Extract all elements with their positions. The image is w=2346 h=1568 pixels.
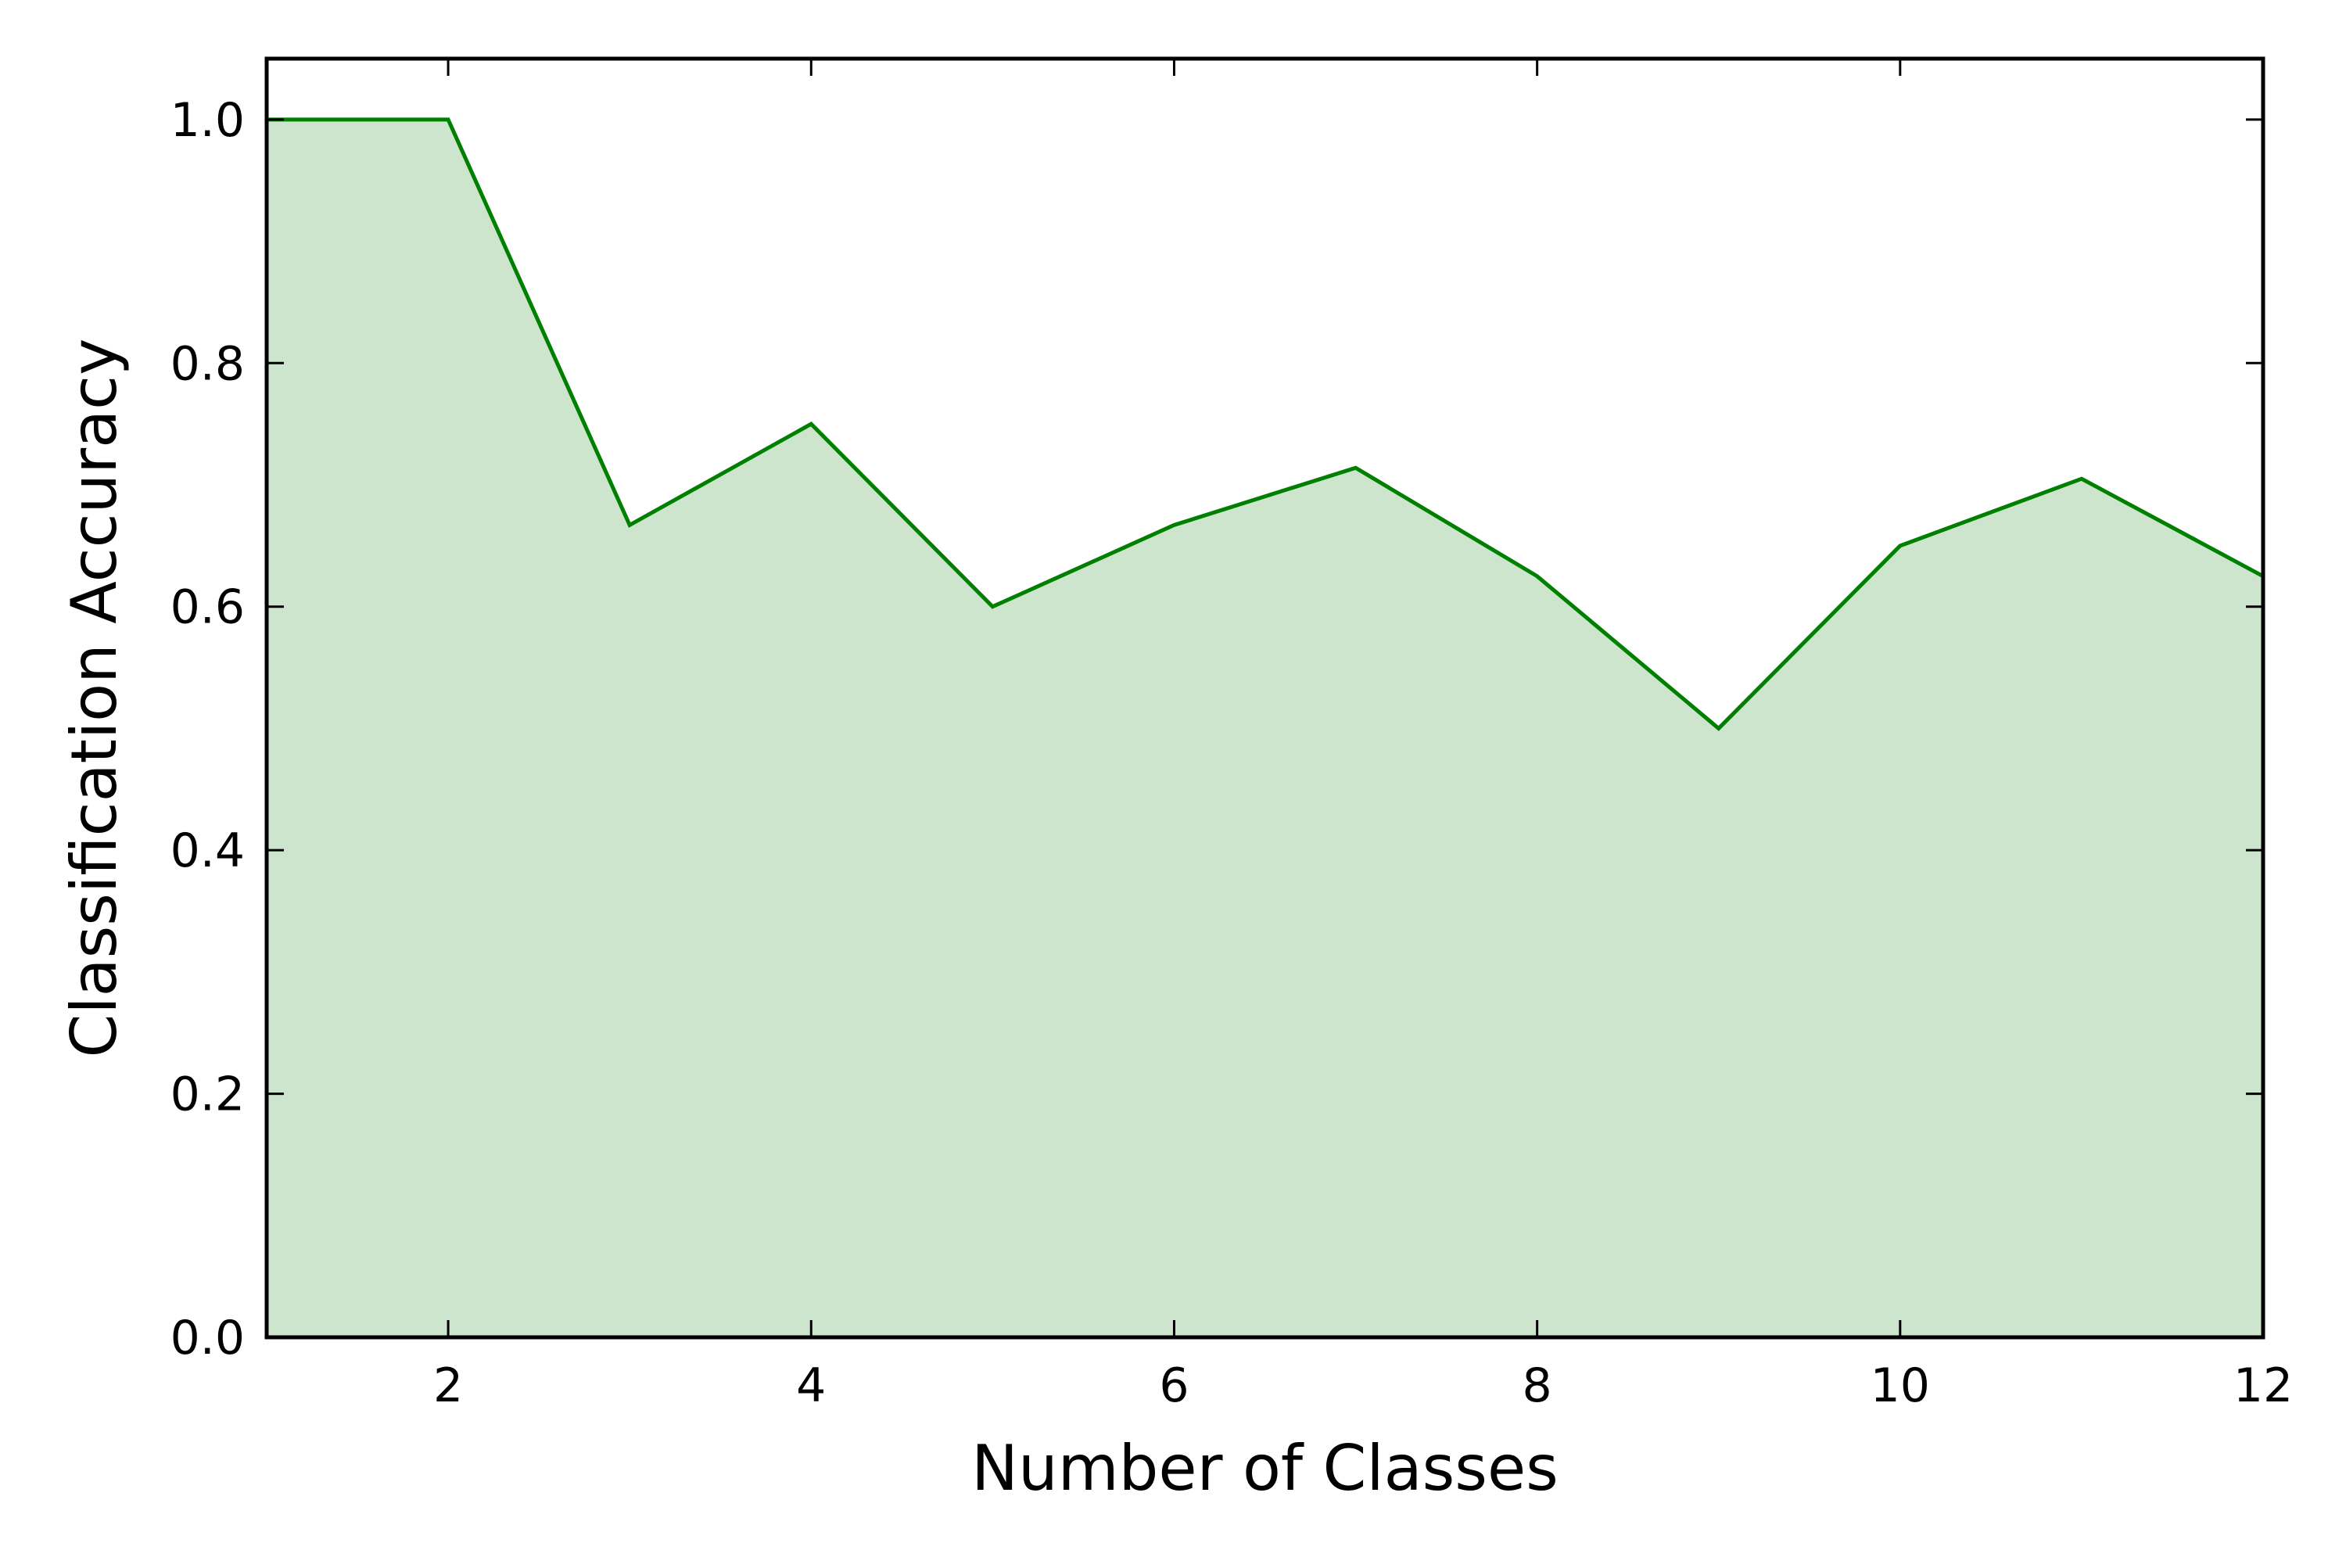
x-tick-label: 8 <box>1523 1358 1552 1413</box>
y-tick-label: 0.8 <box>170 336 245 391</box>
x-tick-label: 12 <box>2233 1358 2293 1413</box>
y-tick-label: 0.6 <box>170 580 245 635</box>
y-tick-label: 0.4 <box>170 823 245 878</box>
y-axis-label: Classification Accuracy <box>58 339 131 1058</box>
plot-frame <box>264 56 2265 1340</box>
x-tick-label: 4 <box>796 1358 826 1413</box>
axis-ticks: 2 4 6 8 10 12 0.0 0.2 0.4 0.6 0.8 1.0 <box>170 59 2293 1413</box>
series-line <box>267 117 2265 731</box>
y-tick-label: 1.0 <box>170 93 245 148</box>
area-fill <box>267 119 2263 1337</box>
x-tick-label: 2 <box>433 1358 463 1413</box>
plot-area <box>267 117 2265 1337</box>
x-axis-label: Number of Classes <box>971 1432 1559 1505</box>
y-tick-label: 0.2 <box>170 1067 245 1122</box>
x-tick-label: 10 <box>1871 1358 1930 1413</box>
x-tick-label: 6 <box>1159 1358 1189 1413</box>
y-tick-label: 0.0 <box>170 1311 245 1365</box>
